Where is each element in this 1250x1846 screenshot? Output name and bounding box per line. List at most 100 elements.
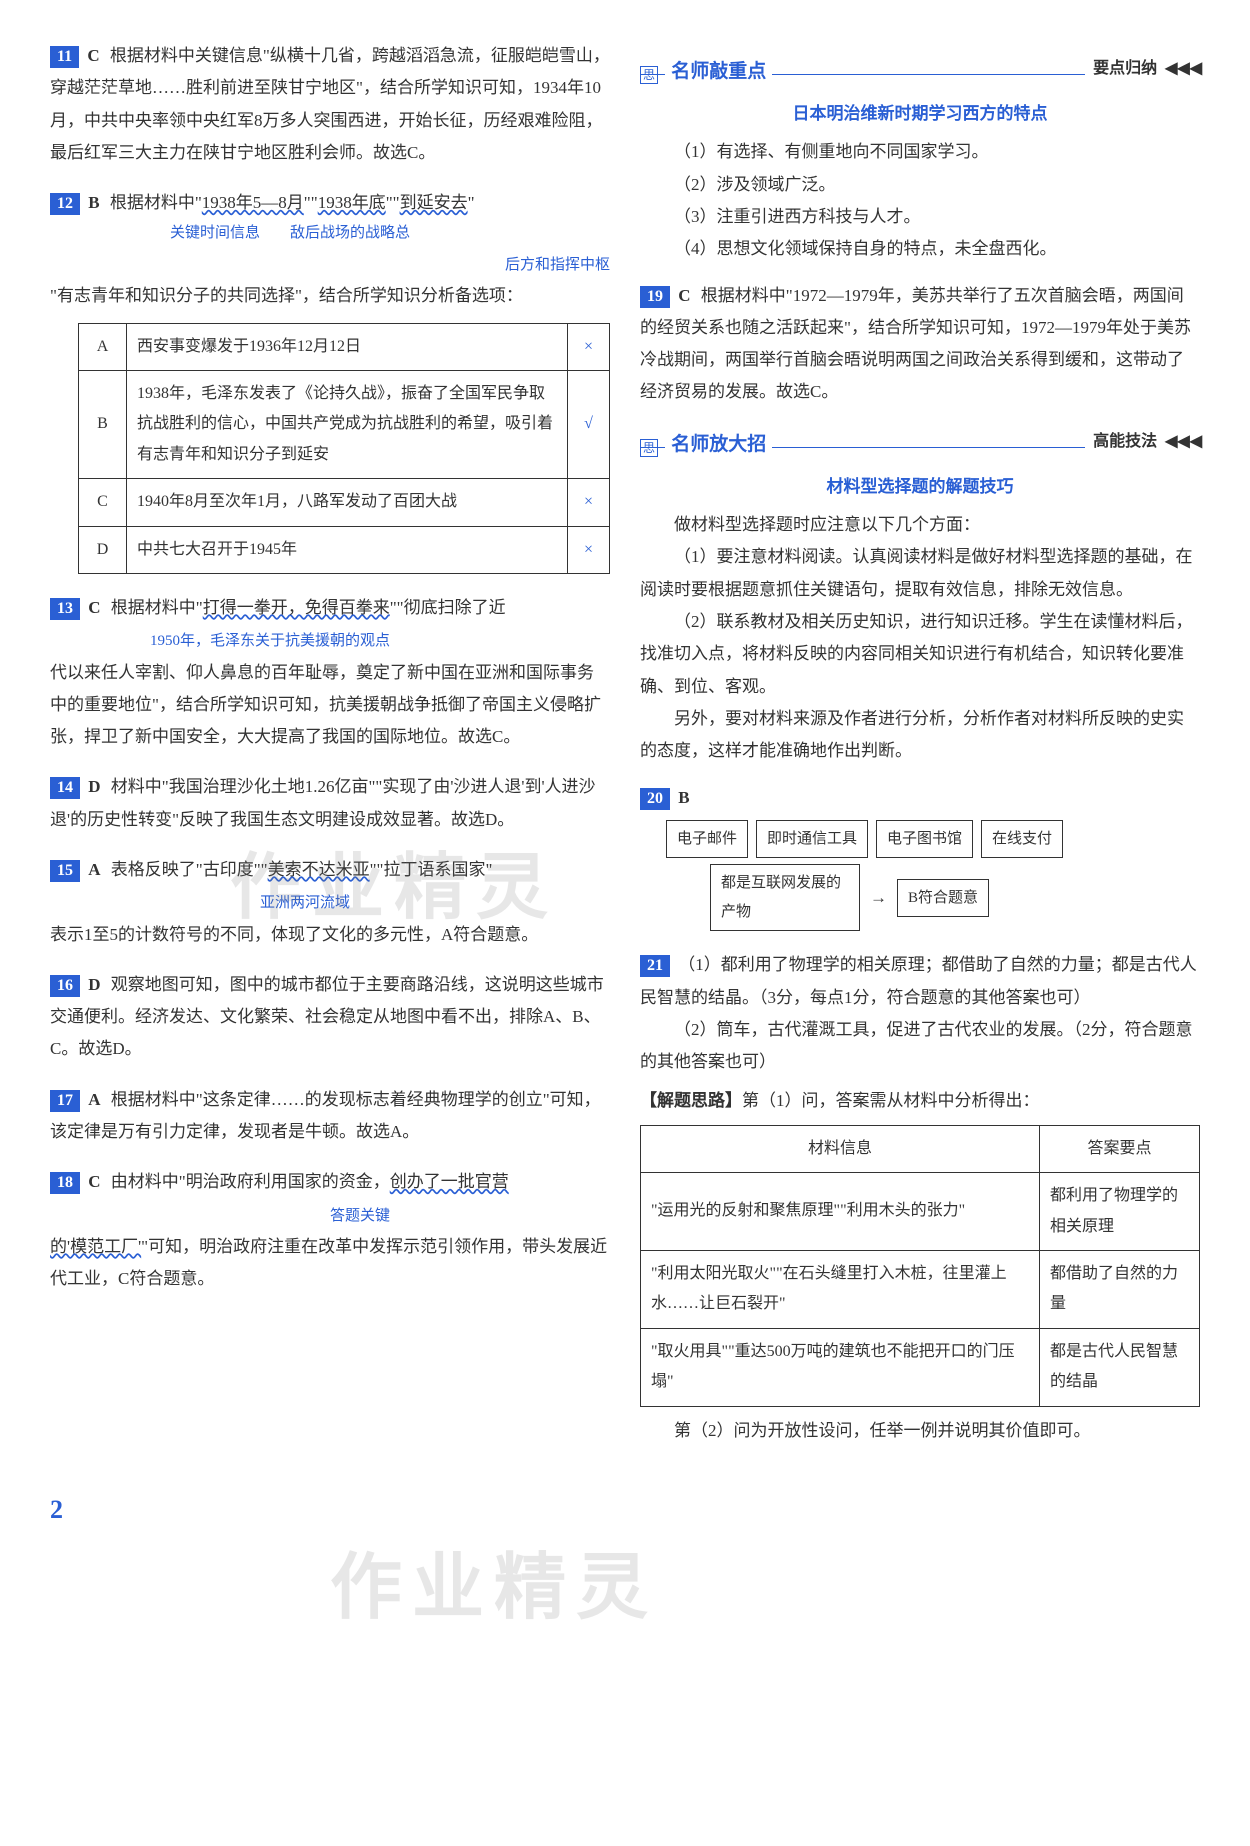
q15-mid: ""拉丁语系国家" xyxy=(370,860,493,879)
table-row: D中共七大召开于1945年× xyxy=(79,526,610,573)
q18-u2: 的'模范工厂' xyxy=(50,1237,141,1256)
box-result: B符合题意 xyxy=(897,879,989,918)
q12-u1: 1938年5—8月 xyxy=(202,193,304,212)
question-19: 19 C 根据材料中"1972—1979年，美苏共举行了五次首脑会晤，两国间的经… xyxy=(640,280,1200,409)
text-19: 根据材料中"1972—1979年，美苏共举行了五次首脑会晤，两国间的经贸关系也随… xyxy=(640,286,1191,402)
teacher-tip-2-title: 名师放大招 xyxy=(665,427,772,463)
box-im: 即时通信工具 xyxy=(756,820,868,859)
q21-table: 材料信息 答案要点 "运用光的反射和聚焦原理""利用木头的张力"都利用了物理学的… xyxy=(640,1125,1200,1407)
q15-u1: 美索不达米亚 xyxy=(268,860,370,879)
mark-d: × xyxy=(568,526,610,573)
q12-table: A西安事变爆发于1936年12月12日× B1938年，毛泽东发表了《论持久战》… xyxy=(78,323,610,574)
r2b: 都借助了自然的力量 xyxy=(1040,1250,1200,1328)
question-21: 21 （1）都利用了物理学的相关原理；都借助了自然的力量；都是古代人民智慧的结晶… xyxy=(640,949,1200,1447)
qnum-11: 11 xyxy=(50,46,79,68)
question-20: 20 B 电子邮件 即时通信工具 电子图书馆 在线支付 都是互联网发展的产物 →… xyxy=(640,782,1200,932)
txt-d: 中共七大召开于1945年 xyxy=(127,526,568,573)
tip2-p3: 另外，要对材料来源及作者进行分析，分析作者对材料所反映的史实的态度，这样才能准确… xyxy=(640,703,1200,768)
question-16: 16 D 观察地图可知，图中的城市都位于主要商路沿线，这说明这些城市交通便利。经… xyxy=(50,969,610,1066)
question-12: 12 B 根据材料中"1938年5—8月""1938年底""到延安去" 关键时间… xyxy=(50,187,610,574)
answer-15: A xyxy=(88,860,100,879)
two-column-layout: 11 C 根据材料中关键信息"纵横十几省，跨越滔滔急流，征服皑皑雪山，穿越茫茫草… xyxy=(50,40,1200,1465)
teacher-tip-2-header: 思 名师放大招 高能技法 ◀ ◀ ◀ xyxy=(640,427,1200,463)
question-13: 13 C 根据材料中"打得一拳开，免得百拳来""彻底扫除了近 1950年，毛泽东… xyxy=(50,592,610,753)
box-pay: 在线支付 xyxy=(981,820,1063,859)
txt-b: 1938年，毛泽东发表了《论持久战》，振奋了全国军民争取抗战胜利的信心，中国共产… xyxy=(127,370,568,478)
q12-tail: "有志青年和知识分子的共同选择"，结合所学知识分析备选项： xyxy=(50,280,610,312)
tip2-subtitle: 材料型选择题的解题技巧 xyxy=(640,471,1200,503)
arrows-icon-2: ◀ ◀ ◀ xyxy=(1165,433,1200,450)
q21-tail: 第（2）问为开放性设问，任举一例并说明其价值即可。 xyxy=(640,1415,1200,1447)
q12-note1: 关键时间信息 xyxy=(170,219,260,248)
right-column: 思 名师敲重点 要点归纳 ◀ ◀ ◀ 日本明治维新时期学习西方的特点 （1）有选… xyxy=(640,40,1200,1465)
opt-c: C xyxy=(79,479,127,526)
r2a: "利用太阳光取火""在石头缝里打入木桩，往里灌上水……让巨石裂开" xyxy=(641,1250,1040,1328)
qnum-19: 19 xyxy=(640,286,670,308)
q13-pre: 根据材料中" xyxy=(111,598,203,617)
r3a: "取火用具""重达500万吨的建筑也不能把开口的门压塌" xyxy=(641,1328,1040,1406)
question-11: 11 C 根据材料中关键信息"纵横十几省，跨越滔滔急流，征服皑皑雪山，穿越茫茫草… xyxy=(50,40,610,169)
tip1-right: 要点归纳 ◀ ◀ ◀ xyxy=(1085,54,1200,84)
qnum-18: 18 xyxy=(50,1172,80,1194)
q18-u1: 创办了一批官营 xyxy=(390,1172,509,1191)
text-11: 根据材料中关键信息"纵横十几省，跨越滔滔急流，征服皑皑雪山，穿越茫茫草地……胜利… xyxy=(50,46,610,162)
q12-u2: 1938年底 xyxy=(318,193,386,212)
table-row: "运用光的反射和聚焦原理""利用木头的张力"都利用了物理学的相关原理 xyxy=(641,1173,1200,1251)
answer-12: B xyxy=(88,193,99,212)
answer-16: D xyxy=(88,975,100,994)
box-center: 都是互联网发展的产物 xyxy=(710,864,860,931)
tip-icon-2: 思 xyxy=(640,439,658,457)
q15-note: 亚洲两河流域 xyxy=(260,895,350,911)
tip1-item-2: （2）涉及领域广泛。 xyxy=(640,169,1200,201)
page-number: 2 xyxy=(50,1485,1200,1534)
opt-d: D xyxy=(79,526,127,573)
q12-post: " xyxy=(468,193,475,212)
question-17: 17 A 根据材料中"这条定律……的发现标志着经典物理学的创立"可知，该定律是万… xyxy=(50,1084,610,1149)
left-column: 11 C 根据材料中关键信息"纵横十几省，跨越滔滔急流，征服皑皑雪山，穿越茫茫草… xyxy=(50,40,610,1465)
q12-u3: 到延安去 xyxy=(400,193,468,212)
text-14: 材料中"我国治理沙化土地1.26亿亩""实现了由'沙进人退'到'人进沙退'的历史… xyxy=(50,777,596,828)
answer-11: C xyxy=(87,46,99,65)
qnum-20: 20 xyxy=(640,788,670,810)
r1b: 都利用了物理学的相关原理 xyxy=(1040,1173,1200,1251)
watermark-2: 作业精灵 xyxy=(330,1520,658,1657)
tip2-right: 高能技法 ◀ ◀ ◀ xyxy=(1085,427,1200,457)
answer-18: C xyxy=(88,1172,100,1191)
qnum-16: 16 xyxy=(50,975,80,997)
opt-a: A xyxy=(79,323,127,370)
mark-c: × xyxy=(568,479,610,526)
qnum-14: 14 xyxy=(50,777,80,799)
q12-m1: "" xyxy=(304,193,318,212)
qnum-15: 15 xyxy=(50,860,80,882)
answer-19: C xyxy=(678,286,690,305)
q12-pre: 根据材料中" xyxy=(110,193,202,212)
mark-b: √ xyxy=(568,370,610,478)
q13-mid: ""彻底扫除了近 xyxy=(390,598,506,617)
tip2-right-text: 高能技法 xyxy=(1093,433,1157,450)
opt-b: B xyxy=(79,370,127,478)
q13-note: 1950年，毛泽东关于抗美援朝的观点 xyxy=(150,633,390,649)
answer-17: A xyxy=(88,1090,100,1109)
teacher-tip-1-header: 思 名师敲重点 要点归纳 ◀ ◀ ◀ xyxy=(640,54,1200,90)
q12-note3: 后方和指挥中枢 xyxy=(505,257,610,273)
tip2-p1: （1）要注意材料阅读。认真阅读材料是做好材料型选择题的基础，在阅读时要根据题意抓… xyxy=(640,541,1200,606)
qnum-12: 12 xyxy=(50,193,80,215)
q18-note: 答题关键 xyxy=(330,1208,390,1224)
table-row: C1940年8月至次年1月，八路军发动了百团大战× xyxy=(79,479,610,526)
tip1-item-1: （1）有选择、有侧重地向不同国家学习。 xyxy=(640,136,1200,168)
q21-p1: （1）都利用了物理学的相关原理；都借助了自然的力量；都是古代人民智慧的结晶。（3… xyxy=(640,955,1197,1006)
q20-diagram: 都是互联网发展的产物 → B符合题意 xyxy=(710,864,1200,931)
question-14: 14 D 材料中"我国治理沙化土地1.26亿亩""实现了由'沙进人退'到'人进沙… xyxy=(50,771,610,836)
arrow-icon: → xyxy=(870,882,887,914)
question-15: 15 A 表格反映了"古印度""美索不达米亚""拉丁语系国家" 亚洲两河流域 表… xyxy=(50,854,610,951)
answer-14: D xyxy=(88,777,100,796)
tip2-p0: 做材料型选择题时应注意以下几个方面： xyxy=(640,509,1200,541)
page-root: 作业精灵 作业精灵 11 C 根据材料中关键信息"纵横十几省，跨越滔滔急流，征服… xyxy=(50,40,1200,1534)
answer-13: C xyxy=(88,598,100,617)
q15-tail: 表示1至5的计数符号的不同，体现了文化的多元性，A符合题意。 xyxy=(50,919,610,951)
tip1-item-3: （3）注重引进西方科技与人才。 xyxy=(640,201,1200,233)
question-18: 18 C 由材料中"明治政府利用国家的资金，创办了一批官营 答题关键 的'模范工… xyxy=(50,1166,610,1295)
table-row: "取火用具""重达500万吨的建筑也不能把开口的门压塌"都是古代人民智慧的结晶 xyxy=(641,1328,1200,1406)
q12-note2: 敌后战场的战略总 xyxy=(290,219,410,248)
r1a: "运用光的反射和聚焦原理""利用木头的张力" xyxy=(641,1173,1040,1251)
